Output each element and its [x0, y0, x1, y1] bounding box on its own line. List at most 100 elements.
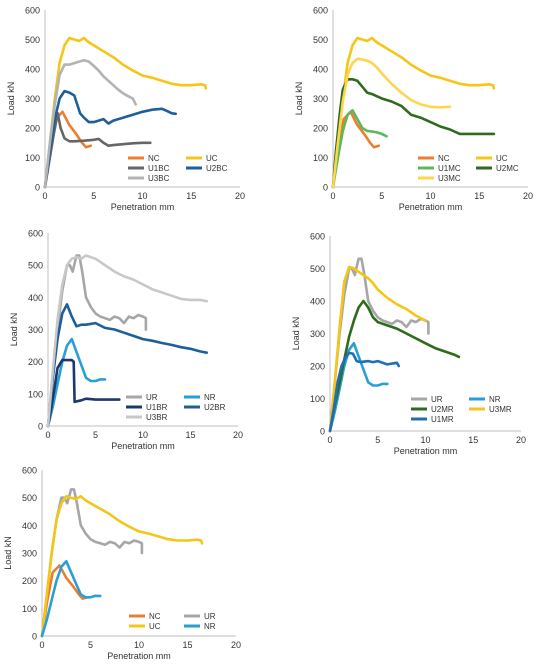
y-tick-label: 400: [28, 293, 43, 303]
y-tick-label: 500: [310, 264, 325, 274]
x-tick-label: 20: [516, 435, 526, 445]
x-tick-label: 0: [45, 430, 50, 440]
x-tick-label: 20: [523, 191, 533, 201]
y-tick-label: 500: [22, 493, 37, 503]
y-tick-label: 300: [25, 94, 40, 104]
legend-label: UC: [149, 622, 161, 631]
y-tick-label: 400: [22, 521, 37, 531]
legend-label: UR: [431, 395, 443, 404]
x-axis-title: Penetration mm: [111, 441, 175, 451]
y-tick-label: 300: [22, 549, 37, 559]
chart-panel-5: 0 100 200 300 400 500 600 0 5 10 15 20 Penetration m…: [3, 466, 241, 662]
x-tick-label: 10: [425, 191, 435, 201]
legend-label: UR: [204, 612, 216, 621]
legend-label: UR: [146, 393, 158, 402]
x-tick-label: 15: [186, 191, 196, 201]
x-tick-label: 20: [231, 640, 241, 650]
y-tick-label: 100: [22, 604, 37, 614]
legend-label: UC: [206, 154, 218, 163]
legend-label: U2MR: [431, 405, 454, 414]
y-tick-label: 100: [313, 153, 328, 163]
chart-panel-3: 0 100 200 300 400 500 600 0 5 10 15 20 Penetration m…: [9, 229, 243, 452]
x-tick-label: 15: [185, 430, 195, 440]
y-tick-label: 600: [28, 229, 43, 239]
y-tick-label: 0: [32, 632, 37, 642]
y-tick-label: 100: [28, 389, 43, 399]
series-line-uc: [43, 36, 208, 189]
series-line-nr: [40, 560, 102, 638]
x-axis-title: Penetration mm: [111, 202, 175, 212]
x-tick-label: 15: [468, 435, 478, 445]
x-tick-label: 0: [330, 191, 335, 201]
x-tick-label: 20: [233, 430, 243, 440]
y-tick-label: 600: [310, 232, 325, 242]
y-tick-label: 500: [28, 261, 43, 271]
y-tick-label: 400: [313, 65, 328, 75]
series-line-uc: [331, 36, 496, 189]
series-line-u2mc: [331, 78, 496, 189]
x-tick-label: 20: [235, 191, 245, 201]
y-tick-label: 0: [35, 183, 40, 193]
y-tick-label: 400: [25, 65, 40, 75]
y-tick-label: 300: [310, 329, 325, 339]
series-line-uc: [40, 495, 204, 638]
y-tick-label: 0: [38, 422, 43, 432]
y-tick-label: 100: [310, 394, 325, 404]
x-axis-title: Penetration mm: [399, 202, 463, 212]
legend-label: U3MC: [438, 174, 461, 183]
y-axis-title: Load kN: [294, 82, 304, 116]
series-line-u2br: [46, 303, 208, 428]
legend-label: U3BR: [146, 413, 168, 422]
legend-label: NR: [204, 393, 216, 402]
x-tick-label: 5: [91, 191, 96, 201]
x-tick-label: 0: [327, 435, 332, 445]
y-tick-label: 600: [313, 6, 328, 16]
x-tick-label: 5: [93, 430, 98, 440]
y-axis-title: Load kN: [291, 317, 301, 351]
legend-label: U1BR: [146, 403, 168, 412]
y-tick-label: 0: [323, 183, 328, 193]
y-axis-title: Load kN: [9, 313, 19, 347]
series-line-u1mc: [331, 109, 388, 189]
series-line-nr: [46, 337, 107, 428]
x-tick-label: 0: [39, 640, 44, 650]
legend-label: NC: [148, 154, 160, 163]
x-tick-label: 10: [137, 191, 147, 201]
y-tick-label: 600: [25, 6, 40, 16]
series-line-nc: [40, 564, 89, 638]
series-line-u3br: [46, 254, 208, 428]
x-tick-label: 5: [375, 435, 380, 445]
legend-label: NC: [149, 612, 161, 621]
y-tick-label: 200: [25, 124, 40, 134]
x-tick-label: 5: [379, 191, 384, 201]
legend-label: UC: [496, 154, 508, 163]
chart-panel-1: 0 100 200 300 400 500 600 0 5 10 15 20 Penetration m…: [6, 6, 245, 213]
y-tick-label: 400: [310, 297, 325, 307]
legend-label: U1BC: [148, 164, 170, 173]
y-tick-label: 200: [310, 362, 325, 372]
y-tick-label: 300: [313, 94, 328, 104]
x-tick-label: 10: [138, 430, 148, 440]
legend-label: NC: [438, 154, 450, 163]
series-line-u3bc: [43, 58, 137, 189]
chart-panel-2: 0 100 200 300 400 500 600 0 5 10 15 20 Penetration m…: [294, 6, 533, 213]
y-tick-label: 300: [28, 325, 43, 335]
chart-panel-4: 0 100 200 300 400 500 600 0 5 10 15 20 Penetration m…: [291, 232, 526, 457]
y-tick-label: 0: [320, 427, 325, 437]
series-line-u1mr: [328, 351, 401, 433]
legend-label: U3MR: [489, 405, 512, 414]
series-line-u1br: [46, 358, 121, 428]
series-line-u3mr: [328, 265, 427, 433]
legend-label: U2MC: [496, 164, 519, 173]
legend-label: NR: [204, 622, 216, 631]
x-axis-title: Penetration mm: [394, 446, 458, 456]
legend-label: U1MC: [438, 164, 461, 173]
x-tick-label: 15: [182, 640, 192, 650]
x-tick-label: 10: [134, 640, 144, 650]
y-tick-label: 200: [28, 357, 43, 367]
legend-label: NR: [489, 395, 501, 404]
x-tick-label: 15: [474, 191, 484, 201]
x-axis-title: Penetration mm: [107, 651, 171, 661]
legend-label: U2BR: [204, 403, 226, 412]
